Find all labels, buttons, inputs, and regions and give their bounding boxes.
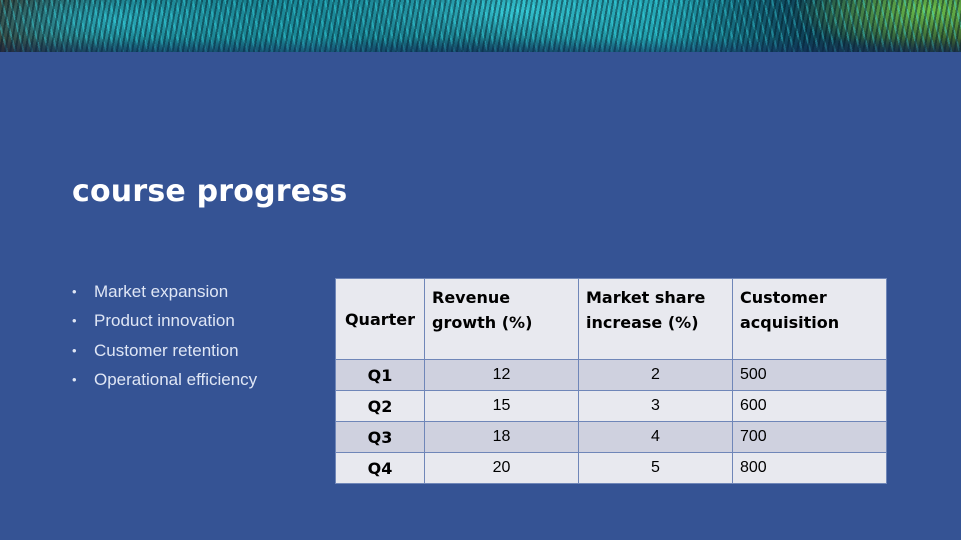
table-row: Q1 12 2 500: [335, 359, 887, 391]
cell-revenue-growth: 20: [424, 452, 579, 484]
table-row: Q3 18 4 700: [335, 421, 887, 453]
cell-customer-acquisition: 700: [732, 421, 887, 453]
bullet-dot-icon: •: [72, 342, 77, 358]
bullet-item: • Market expansion: [72, 279, 257, 308]
table-row: Q4 20 5 800: [335, 452, 887, 484]
bullet-item: • Product innovation: [72, 308, 257, 337]
cell-market-share: 5: [578, 452, 733, 484]
cell-quarter: Q2: [335, 390, 425, 422]
bullet-list: • Market expansion • Product innovation • C…: [72, 279, 257, 396]
cell-quarter: Q4: [335, 452, 425, 484]
cell-quarter: Q1: [335, 359, 425, 391]
bullet-text: Customer retention: [94, 340, 239, 360]
cell-customer-acquisition: 800: [732, 452, 887, 484]
bullet-text: Operational efficiency: [94, 369, 258, 389]
bullet-dot-icon: •: [72, 313, 77, 329]
bullet-item: • Operational efficiency: [72, 367, 257, 396]
header-customer-acquisition: Customer acquisition: [732, 278, 887, 360]
header-market-share: Market share increase (%): [578, 278, 733, 360]
cell-market-share: 4: [578, 421, 733, 453]
cell-market-share: 2: [578, 359, 733, 391]
cell-quarter: Q3: [335, 421, 425, 453]
cell-revenue-growth: 12: [424, 359, 579, 391]
table-row: Q2 15 3 600: [335, 390, 887, 422]
slide-title: course progress: [72, 174, 348, 209]
bullet-dot-icon: •: [72, 371, 77, 387]
cell-market-share: 3: [578, 390, 733, 422]
header-revenue-growth: Revenue growth (%): [424, 278, 579, 360]
header-banner-image: [0, 0, 961, 52]
bullet-dot-icon: •: [72, 284, 77, 299]
cell-revenue-growth: 18: [424, 421, 579, 453]
bullet-item: • Customer retention: [72, 338, 257, 367]
bullet-text: Product innovation: [94, 311, 235, 331]
table-header-row: Quarter Revenue growth (%) Market share …: [335, 278, 887, 360]
cell-customer-acquisition: 600: [732, 390, 887, 422]
bullet-text: Market expansion: [94, 282, 229, 301]
cell-customer-acquisition: 500: [732, 359, 887, 391]
cell-revenue-growth: 15: [424, 390, 579, 422]
progress-table: Quarter Revenue growth (%) Market share …: [335, 278, 887, 484]
header-quarter: Quarter: [335, 278, 425, 360]
